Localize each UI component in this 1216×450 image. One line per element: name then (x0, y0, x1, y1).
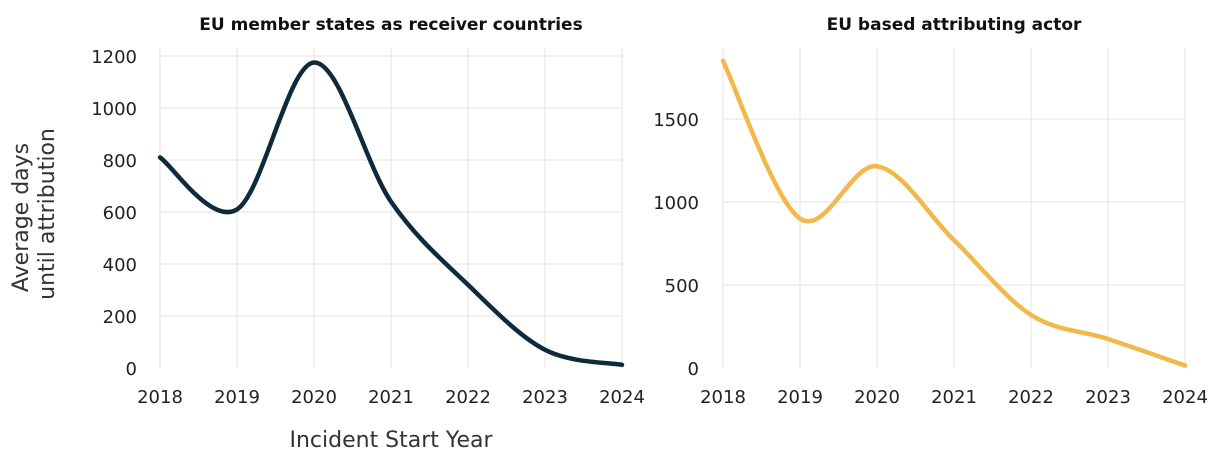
chart-left-ytick-label: 600 (103, 203, 137, 224)
chart-left-ytick-label: 200 (103, 307, 137, 328)
chart-right-xtick-label: 2022 (1008, 387, 1054, 408)
chart-right-grid (722, 48, 1186, 368)
chart-left-xtick-label: 2022 (445, 387, 491, 408)
chart-right-series (720, 58, 1188, 368)
chart-left-ytick-label: 1200 (91, 47, 137, 68)
chart-right: EU based attributing actor 2018 2019 2020 2… (653, 15, 1208, 408)
chart-right-xtick-label: 2018 (700, 387, 746, 408)
chart-right-ytick-label: 0 (688, 359, 699, 380)
chart-left-ylabel: Average days until attribution (9, 128, 60, 300)
chart-left-ytick-label: 800 (103, 151, 137, 172)
chart-right-title: EU based attributing actor (827, 15, 1082, 35)
chart-left-ylabel-line2: until attribution (35, 128, 60, 300)
chart-left-title: EU member states as receiver countries (199, 15, 582, 35)
chart-left-xtick-label: 2023 (522, 387, 568, 408)
chart-left-xlabel: Incident Start Year (289, 428, 493, 450)
chart-left-yticks: 0 200 400 600 800 1000 1200 (91, 47, 137, 380)
chart-left-ylabel-line1: Average days (9, 143, 34, 292)
chart-left-grid (159, 48, 623, 368)
chart-right-ytick-label: 1500 (653, 110, 699, 131)
chart-right-ytick-label: 500 (665, 276, 699, 297)
chart-left-series (157, 60, 625, 368)
chart-left-ytick-label: 0 (126, 359, 137, 380)
chart-left-xtick-label: 2018 (137, 387, 183, 408)
chart-left-xtick-label: 2020 (291, 387, 337, 408)
chart-right-xtick-label: 2023 (1085, 387, 1131, 408)
chart-left: EU member states as receiver countries 2… (9, 15, 645, 450)
chart-right-xtick-label: 2021 (931, 387, 977, 408)
chart-right-xtick-label: 2019 (777, 387, 823, 408)
chart-left-xtick-label: 2021 (368, 387, 414, 408)
chart-right-xtick-label: 2020 (854, 387, 900, 408)
chart-left-xticks: 2018 2019 2020 2021 2022 2023 2024 (137, 387, 645, 408)
chart-right-xtick-label: 2024 (1162, 387, 1208, 408)
chart-left-xtick-label: 2019 (214, 387, 260, 408)
chart-right-yticks: 0 500 1000 1500 (653, 110, 699, 380)
chart-left-ytick-label: 1000 (91, 99, 137, 120)
chart-left-xtick-label: 2024 (599, 387, 645, 408)
chart-right-series-line (720, 58, 1188, 368)
chart-right-xticks: 2018 2019 2020 2021 2022 2023 2024 (700, 387, 1208, 408)
chart-left-ytick-label: 400 (103, 255, 137, 276)
chart-right-ytick-label: 1000 (653, 193, 699, 214)
chart-left-series-line (157, 60, 625, 368)
